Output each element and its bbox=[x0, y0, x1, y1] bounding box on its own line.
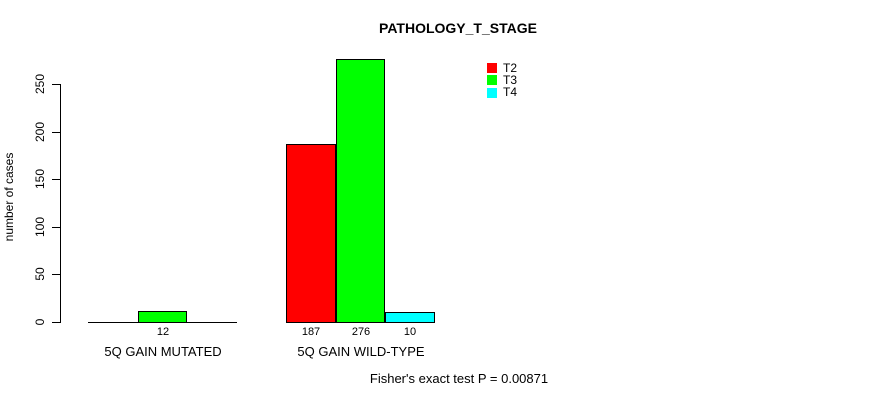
legend-label: T3 bbox=[503, 72, 518, 87]
y-tick-label: 100 bbox=[33, 216, 47, 238]
legend-row: T2 bbox=[487, 62, 517, 74]
y-tick bbox=[52, 274, 60, 275]
y-tick-label: 0 bbox=[33, 318, 47, 326]
legend: T2 T3 T4 bbox=[487, 62, 517, 99]
y-tick-label: 250 bbox=[33, 73, 47, 95]
bar-t2 bbox=[286, 144, 336, 323]
bar-value-label: 276 bbox=[351, 326, 371, 338]
chart-title: PATHOLOGY_T_STAGE bbox=[379, 20, 537, 36]
y-axis-line bbox=[60, 84, 61, 323]
y-tick-label: 200 bbox=[33, 121, 47, 143]
legend-label: T4 bbox=[503, 85, 518, 100]
legend-swatch-t4 bbox=[487, 87, 497, 98]
y-tick-label: 50 bbox=[33, 267, 47, 281]
category-label: 5Q GAIN MUTATED bbox=[104, 344, 222, 359]
y-tick bbox=[52, 132, 60, 133]
legend-swatch-t2 bbox=[487, 63, 497, 74]
bar-t3 bbox=[138, 311, 187, 323]
legend-row: T4 bbox=[487, 85, 518, 100]
bar-value-label: 10 bbox=[403, 326, 417, 338]
y-tick bbox=[52, 84, 60, 85]
annotation-text: Fisher's exact test P = 0.00871 bbox=[369, 371, 549, 386]
bar-value-label: 12 bbox=[156, 326, 170, 338]
y-tick bbox=[52, 179, 60, 180]
bar-value-label: 187 bbox=[301, 326, 321, 338]
legend-label: T2 bbox=[503, 60, 518, 75]
legend-swatch-t3 bbox=[487, 75, 497, 86]
y-tick bbox=[52, 227, 60, 228]
y-tick bbox=[52, 322, 60, 323]
y-tick-label: 150 bbox=[33, 168, 47, 190]
category-label: 5Q GAIN WILD-TYPE bbox=[297, 344, 425, 359]
legend-row: T3 bbox=[487, 74, 517, 86]
bar-t3 bbox=[336, 59, 385, 323]
bar-t4 bbox=[385, 312, 435, 323]
